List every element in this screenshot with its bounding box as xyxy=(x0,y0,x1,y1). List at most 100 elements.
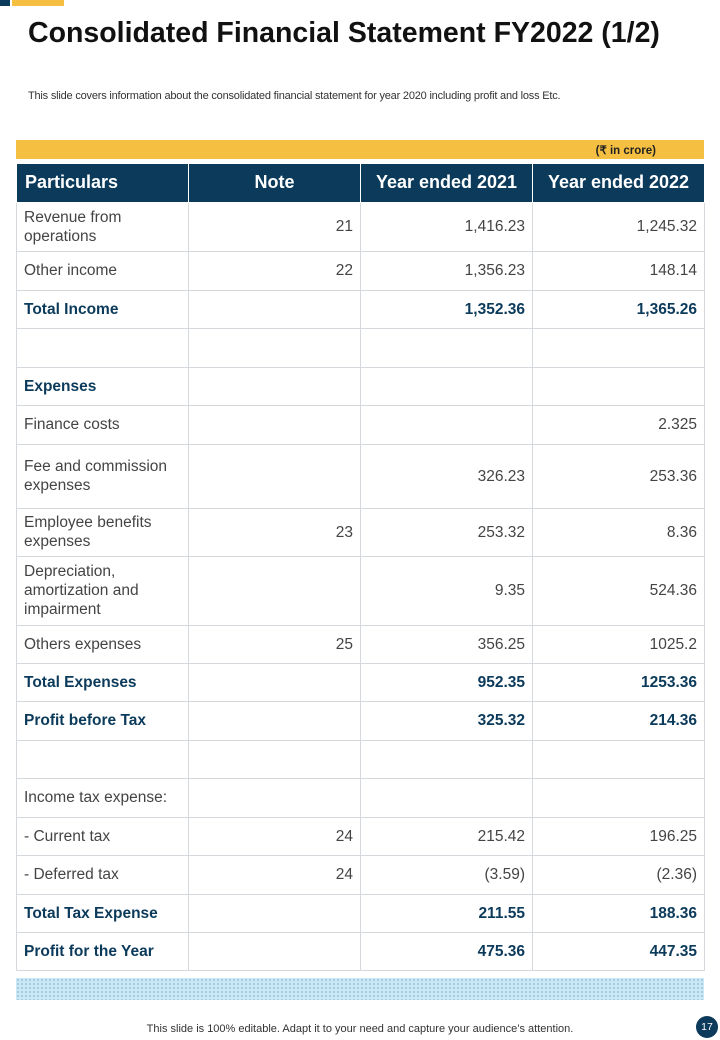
cell-year-2022: 447.35 xyxy=(532,931,705,971)
cell-note xyxy=(188,289,361,329)
cell-year-2021: 325.32 xyxy=(360,700,533,741)
cell-year-2022 xyxy=(532,366,705,406)
cell-note: 25 xyxy=(188,624,361,664)
cell-year-2021: 326.23 xyxy=(360,443,533,509)
cell-year-2022: 1,365.26 xyxy=(532,289,705,329)
cell-year-2022: 196.25 xyxy=(532,816,705,856)
cell-note xyxy=(188,555,361,626)
decorative-pattern-bar xyxy=(16,978,704,1000)
cell-particulars: - Deferred tax xyxy=(16,854,189,895)
cell-year-2022: 1025.2 xyxy=(532,624,705,664)
cell-year-2021: (3.59) xyxy=(360,854,533,895)
cell-year-2022: 524.36 xyxy=(532,555,705,626)
cell-particulars: Revenue from operations xyxy=(16,201,189,252)
cell-particulars: Profit for the Year xyxy=(16,931,189,971)
cell-year-2022: (2.36) xyxy=(532,854,705,895)
table-row: Total Tax Expense 211.55 188.36 xyxy=(16,893,705,933)
table-row: Expenses xyxy=(16,366,705,406)
cell-year-2021: 215.42 xyxy=(360,816,533,856)
page-subtitle: This slide covers information about the … xyxy=(28,90,561,102)
cell-particulars: Finance costs xyxy=(16,404,189,445)
cell-particulars: Others expenses xyxy=(16,624,189,664)
cell-particulars: Employee benefits expenses xyxy=(16,507,189,557)
header-year-2021: Year ended 2021 xyxy=(360,164,533,203)
table-body: Revenue from operations 21 1,416.23 1,245.3… xyxy=(16,201,705,971)
cell-year-2022: 148.14 xyxy=(532,250,705,291)
page-title: Consolidated Financial Statement FY2022 … xyxy=(28,17,660,49)
cell-year-2022: 1253.36 xyxy=(532,662,705,702)
table-row: Employee benefits expenses 23 253.32 8.36 xyxy=(16,507,705,557)
table-row: - Deferred tax 24 (3.59) (2.36) xyxy=(16,854,705,895)
table-row: Finance costs 2.325 xyxy=(16,404,705,445)
cell-note xyxy=(188,327,361,368)
cell-year-2022: 214.36 xyxy=(532,700,705,741)
table-row: Others expenses 25 356.25 1025.2 xyxy=(16,624,705,664)
cell-particulars: Expenses xyxy=(16,366,189,406)
cell-year-2021: 9.35 xyxy=(360,555,533,626)
financial-statement-table: Particulars Note Year ended 2021 Year en… xyxy=(16,164,705,971)
cell-note xyxy=(188,700,361,741)
cell-note xyxy=(188,893,361,933)
cell-note xyxy=(188,662,361,702)
cell-particulars xyxy=(16,739,189,779)
cell-year-2022 xyxy=(532,739,705,779)
cell-year-2021: 1,416.23 xyxy=(360,201,533,252)
cell-year-2021 xyxy=(360,739,533,779)
table-row: Profit for the Year 475.36 447.35 xyxy=(16,931,705,971)
cell-year-2021: 475.36 xyxy=(360,931,533,971)
cell-year-2021: 952.35 xyxy=(360,662,533,702)
cell-note xyxy=(188,443,361,509)
cell-note: 24 xyxy=(188,816,361,856)
top-accent-gold xyxy=(12,0,64,6)
cell-note xyxy=(188,739,361,779)
cell-year-2022: 2.325 xyxy=(532,404,705,445)
table-row: Total Income 1,352.36 1,365.26 xyxy=(16,289,705,329)
cell-year-2021: 211.55 xyxy=(360,893,533,933)
cell-note: 24 xyxy=(188,854,361,895)
cell-particulars: Total Tax Expense xyxy=(16,893,189,933)
table-row xyxy=(16,739,705,779)
table-row: Total Expenses 952.35 1253.36 xyxy=(16,662,705,702)
cell-year-2022 xyxy=(532,327,705,368)
header-note: Note xyxy=(188,164,361,203)
cell-note: 23 xyxy=(188,507,361,557)
cell-note: 22 xyxy=(188,250,361,291)
cell-year-2021 xyxy=(360,777,533,818)
cell-note xyxy=(188,404,361,445)
cell-note xyxy=(188,366,361,406)
table-header-row: Particulars Note Year ended 2021 Year en… xyxy=(16,164,705,203)
cell-particulars: Other income xyxy=(16,250,189,291)
cell-year-2021: 1,356.23 xyxy=(360,250,533,291)
unit-bar: (₹ in crore) xyxy=(16,140,704,159)
cell-year-2022: 8.36 xyxy=(532,507,705,557)
cell-particulars: Profit before Tax xyxy=(16,700,189,741)
table-row: Fee and commission expenses 326.23 253.36 xyxy=(16,443,705,509)
page-number-badge: 17 xyxy=(696,1016,718,1038)
header-year-2022: Year ended 2022 xyxy=(532,164,705,203)
cell-year-2022 xyxy=(532,777,705,818)
table-row: Income tax expense: xyxy=(16,777,705,818)
table-row: Depreciation, amortization and impairmen… xyxy=(16,555,705,626)
cell-year-2021: 253.32 xyxy=(360,507,533,557)
header-particulars: Particulars xyxy=(16,164,189,203)
cell-particulars: Fee and commission expenses xyxy=(16,443,189,509)
cell-year-2021 xyxy=(360,404,533,445)
cell-particulars: - Current tax xyxy=(16,816,189,856)
cell-year-2021 xyxy=(360,366,533,406)
cell-particulars xyxy=(16,327,189,368)
cell-particulars: Income tax expense: xyxy=(16,777,189,818)
cell-particulars: Depreciation, amortization and impairmen… xyxy=(16,555,189,626)
top-accent-navy xyxy=(0,0,10,6)
footer-text: This slide is 100% editable. Adapt it to… xyxy=(146,1023,574,1035)
cell-year-2021: 1,352.36 xyxy=(360,289,533,329)
unit-label: (₹ in crore) xyxy=(595,145,656,157)
cell-particulars: Total Income xyxy=(16,289,189,329)
table-row: - Current tax 24 215.42 196.25 xyxy=(16,816,705,856)
table-row: Other income 22 1,356.23 148.14 xyxy=(16,250,705,291)
cell-year-2022: 253.36 xyxy=(532,443,705,509)
table-row xyxy=(16,327,705,368)
cell-year-2022: 1,245.32 xyxy=(532,201,705,252)
cell-year-2022: 188.36 xyxy=(532,893,705,933)
cell-year-2021: 356.25 xyxy=(360,624,533,664)
table-row: Revenue from operations 21 1,416.23 1,245.3… xyxy=(16,201,705,252)
